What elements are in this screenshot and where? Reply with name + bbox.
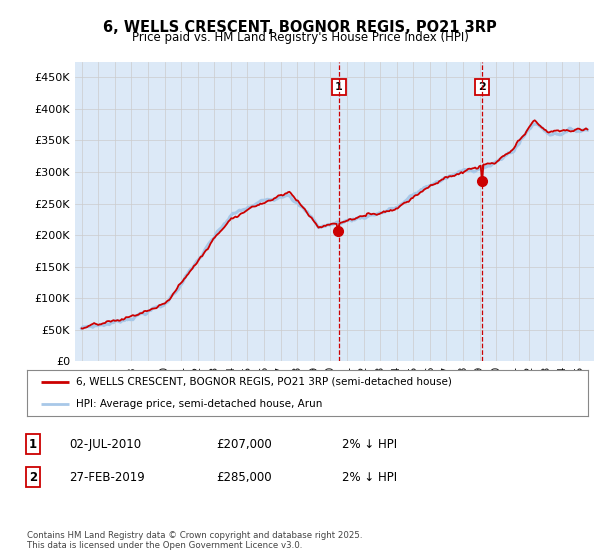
Text: 6, WELLS CRESCENT, BOGNOR REGIS, PO21 3RP: 6, WELLS CRESCENT, BOGNOR REGIS, PO21 3R…: [103, 20, 497, 35]
Text: 2% ↓ HPI: 2% ↓ HPI: [342, 470, 397, 484]
Text: 2: 2: [478, 82, 486, 92]
Text: 02-JUL-2010: 02-JUL-2010: [69, 437, 141, 451]
Text: 1: 1: [29, 437, 37, 451]
Text: 2: 2: [29, 470, 37, 484]
Text: 6, WELLS CRESCENT, BOGNOR REGIS, PO21 3RP (semi-detached house): 6, WELLS CRESCENT, BOGNOR REGIS, PO21 3R…: [76, 377, 452, 387]
Text: 27-FEB-2019: 27-FEB-2019: [69, 470, 145, 484]
Bar: [338, 62, 482, 361]
Text: £285,000: £285,000: [216, 470, 272, 484]
Text: Contains HM Land Registry data © Crown copyright and database right 2025.
This d: Contains HM Land Registry data © Crown c…: [27, 531, 362, 550]
Text: £207,000: £207,000: [216, 437, 272, 451]
Text: Price paid vs. HM Land Registry's House Price Index (HPI): Price paid vs. HM Land Registry's House …: [131, 31, 469, 44]
Text: HPI: Average price, semi-detached house, Arun: HPI: Average price, semi-detached house,…: [76, 399, 323, 409]
Text: 2% ↓ HPI: 2% ↓ HPI: [342, 437, 397, 451]
Text: 1: 1: [335, 82, 343, 92]
